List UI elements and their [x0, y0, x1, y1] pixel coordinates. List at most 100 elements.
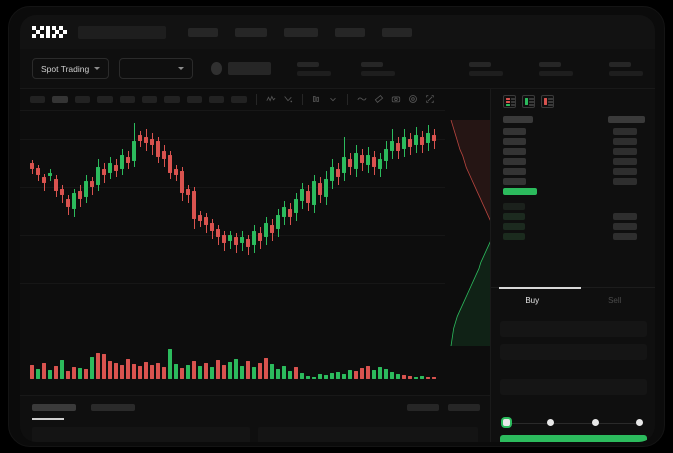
chart-type-icon[interactable] [311, 94, 321, 105]
timeframe-button-1[interactable] [30, 96, 46, 103]
orderbook-both-icon[interactable] [503, 95, 516, 108]
orderbook-header-amount[interactable] [608, 116, 645, 123]
candle [246, 111, 250, 333]
tab-buy[interactable]: Buy [491, 287, 581, 313]
compare-icon[interactable] [283, 94, 293, 105]
candle-body [210, 223, 214, 231]
orderbook-ask-price[interactable] [503, 138, 526, 145]
candle [432, 111, 436, 333]
nav-item-5[interactable] [382, 27, 412, 37]
trading-pair-selector[interactable] [119, 58, 194, 79]
timeframe-button-2[interactable] [52, 96, 68, 103]
orderbook-last-price[interactable] [503, 188, 537, 195]
bottom-action-2[interactable] [448, 404, 480, 411]
timeframe-button-8[interactable] [186, 96, 202, 103]
camera-icon[interactable] [391, 94, 401, 105]
order-form-tabs: Buy Sell [491, 287, 655, 313]
candle-body [414, 135, 418, 145]
orderbook-ask-price[interactable] [503, 168, 526, 175]
bottom-action-1[interactable] [407, 404, 439, 411]
candle-body [138, 135, 142, 141]
slider-step-3[interactable] [591, 419, 599, 426]
orderbook-ask-price[interactable] [503, 148, 526, 155]
orderbook-bid-price[interactable] [503, 223, 525, 230]
volume-bar [90, 357, 94, 379]
volume-bar [288, 371, 292, 379]
orderbook-bid-amount[interactable] [613, 213, 637, 220]
candle [348, 111, 352, 333]
candle [72, 111, 76, 333]
orderbook-bid-amount[interactable] [613, 233, 637, 240]
orderbook-rows[interactable] [491, 113, 655, 289]
slider-step-1[interactable] [503, 419, 510, 426]
fullscreen-icon[interactable] [425, 94, 435, 105]
order-field-3[interactable] [500, 379, 647, 395]
candle [48, 111, 52, 333]
settings-icon[interactable] [408, 94, 418, 105]
wave-icon[interactable] [357, 94, 367, 105]
candle-body [96, 167, 100, 185]
orderbook-bid-amount[interactable] [613, 223, 637, 230]
volume-bar [306, 376, 310, 379]
tab-sell[interactable]: Sell [574, 288, 656, 313]
volume-bar [390, 372, 394, 379]
nav-item-4[interactable] [335, 27, 365, 37]
timeframe-button-7[interactable] [164, 96, 180, 103]
timeframe-button-5[interactable] [119, 96, 135, 103]
okx-logo-icon[interactable] [32, 26, 68, 39]
candle [288, 111, 292, 333]
chevron-down-icon[interactable] [328, 94, 338, 105]
orderbook-sell-icon[interactable] [541, 95, 554, 108]
candle [120, 111, 124, 333]
orderbook-header-price[interactable] [503, 116, 533, 123]
candle [216, 111, 220, 333]
stat-value [361, 70, 395, 76]
candle [144, 111, 148, 333]
orderbook-ask-price[interactable] [503, 178, 526, 185]
volume-bar [252, 367, 256, 379]
bottom-tab-1[interactable] [32, 404, 76, 411]
volume-bar [402, 375, 406, 379]
orderbook-ask-amount[interactable] [613, 148, 637, 155]
orderbook-ask-amount[interactable] [613, 158, 637, 165]
indicators-icon[interactable] [266, 94, 276, 105]
bottom-tab-2[interactable] [91, 404, 135, 411]
candle [330, 111, 334, 333]
orderbook-buy-icon[interactable] [522, 95, 535, 108]
submit-order-button[interactable] [500, 435, 647, 442]
ruler-icon[interactable] [374, 94, 384, 105]
orderbook-ask-amount[interactable] [613, 178, 637, 185]
volume-bar [420, 376, 424, 379]
slider-step-2[interactable] [547, 419, 555, 426]
orderbook-ask-price[interactable] [503, 158, 526, 165]
candle-body [312, 181, 316, 205]
timeframe-button-4[interactable] [97, 96, 113, 103]
volume-bar [216, 360, 220, 379]
slider-step-4[interactable] [635, 419, 643, 426]
orderbook-ask-amount[interactable] [613, 138, 637, 145]
trading-mode-selector[interactable]: Spot Trading [32, 58, 110, 79]
nav-item-1[interactable] [188, 27, 218, 37]
order-field-1[interactable] [500, 321, 647, 337]
timeframe-button-3[interactable] [74, 96, 91, 103]
timeframe-button-9[interactable] [209, 96, 225, 103]
timeframe-button-10[interactable] [231, 96, 247, 103]
candle [342, 111, 346, 333]
volume-histogram[interactable] [20, 333, 445, 395]
order-field-2[interactable] [500, 344, 647, 360]
search-input[interactable] [78, 25, 166, 39]
nav-item-3[interactable] [284, 27, 318, 37]
orderbook-ask-amount[interactable] [613, 128, 637, 135]
orderbook-bid-price[interactable] [503, 203, 525, 210]
orderbook-ask-amount[interactable] [613, 168, 637, 175]
orderbook-bid-price[interactable] [503, 213, 525, 220]
amount-slider[interactable] [503, 419, 643, 426]
volume-bar [366, 366, 370, 379]
nav-item-2[interactable] [235, 27, 267, 37]
candlestick-chart[interactable] [20, 111, 445, 333]
volume-bar [432, 377, 436, 379]
bottom-tab-indicator [32, 418, 64, 420]
orderbook-bid-price[interactable] [503, 233, 525, 240]
orderbook-ask-price[interactable] [503, 128, 526, 135]
timeframe-button-6[interactable] [141, 96, 158, 103]
